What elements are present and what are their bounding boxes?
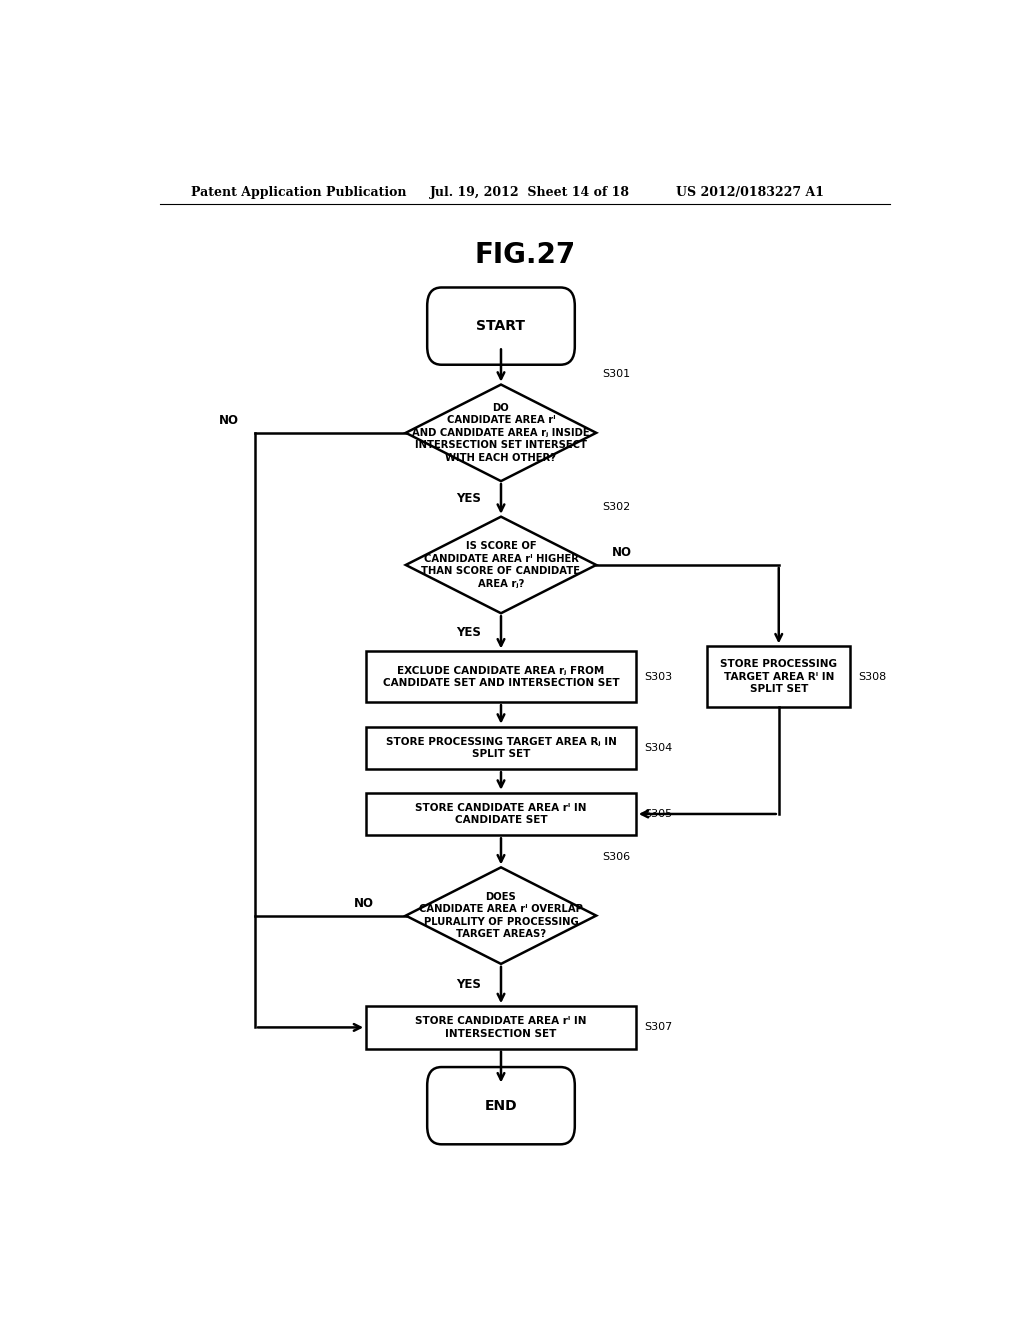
Text: S305: S305 [644,809,672,818]
Polygon shape [406,867,596,964]
Text: YES: YES [457,492,481,506]
Text: STORE CANDIDATE AREA rᴵ IN
INTERSECTION SET: STORE CANDIDATE AREA rᴵ IN INTERSECTION … [416,1016,587,1039]
Text: DOES
CANDIDATE AREA rᴵ OVERLAP
PLURALITY OF PROCESSING
TARGET AREAS?: DOES CANDIDATE AREA rᴵ OVERLAP PLURALITY… [419,892,583,940]
FancyBboxPatch shape [708,647,850,708]
Text: IS SCORE OF
CANDIDATE AREA rᴵ HIGHER
THAN SCORE OF CANDIDATE
AREA rⱼ?: IS SCORE OF CANDIDATE AREA rᴵ HIGHER THA… [422,541,581,589]
Text: NO: NO [612,546,632,560]
FancyBboxPatch shape [366,726,636,770]
Text: END: END [484,1098,517,1113]
Text: START: START [476,319,525,333]
Text: DO
CANDIDATE AREA rᴵ
AND CANDIDATE AREA rⱼ INSIDE
INTERSECTION SET INTERSECT
WIT: DO CANDIDATE AREA rᴵ AND CANDIDATE AREA … [413,403,590,462]
Text: FIG.27: FIG.27 [474,242,575,269]
Text: S302: S302 [602,502,631,512]
FancyBboxPatch shape [427,288,574,364]
Text: NO: NO [219,414,240,428]
Text: Jul. 19, 2012  Sheet 14 of 18: Jul. 19, 2012 Sheet 14 of 18 [430,186,630,199]
Text: S304: S304 [644,743,672,752]
Text: STORE CANDIDATE AREA rᴵ IN
CANDIDATE SET: STORE CANDIDATE AREA rᴵ IN CANDIDATE SET [416,803,587,825]
Text: S308: S308 [858,672,887,681]
Text: NO: NO [354,896,374,909]
Text: S306: S306 [602,853,631,862]
Text: STORE PROCESSING TARGET AREA Rⱼ IN
SPLIT SET: STORE PROCESSING TARGET AREA Rⱼ IN SPLIT… [386,737,616,759]
FancyBboxPatch shape [366,1006,636,1049]
Text: S301: S301 [602,370,631,379]
Text: Patent Application Publication: Patent Application Publication [191,186,407,199]
FancyBboxPatch shape [366,792,636,836]
Polygon shape [406,384,596,480]
FancyBboxPatch shape [366,651,636,702]
Text: S303: S303 [644,672,672,681]
FancyBboxPatch shape [427,1067,574,1144]
Text: S307: S307 [644,1023,672,1032]
Text: EXCLUDE CANDIDATE AREA rⱼ FROM
CANDIDATE SET AND INTERSECTION SET: EXCLUDE CANDIDATE AREA rⱼ FROM CANDIDATE… [383,665,620,688]
Polygon shape [406,516,596,614]
Text: US 2012/0183227 A1: US 2012/0183227 A1 [676,186,823,199]
Text: YES: YES [457,626,481,639]
Text: YES: YES [457,978,481,991]
Text: STORE PROCESSING
TARGET AREA Rᴵ IN
SPLIT SET: STORE PROCESSING TARGET AREA Rᴵ IN SPLIT… [720,660,838,694]
